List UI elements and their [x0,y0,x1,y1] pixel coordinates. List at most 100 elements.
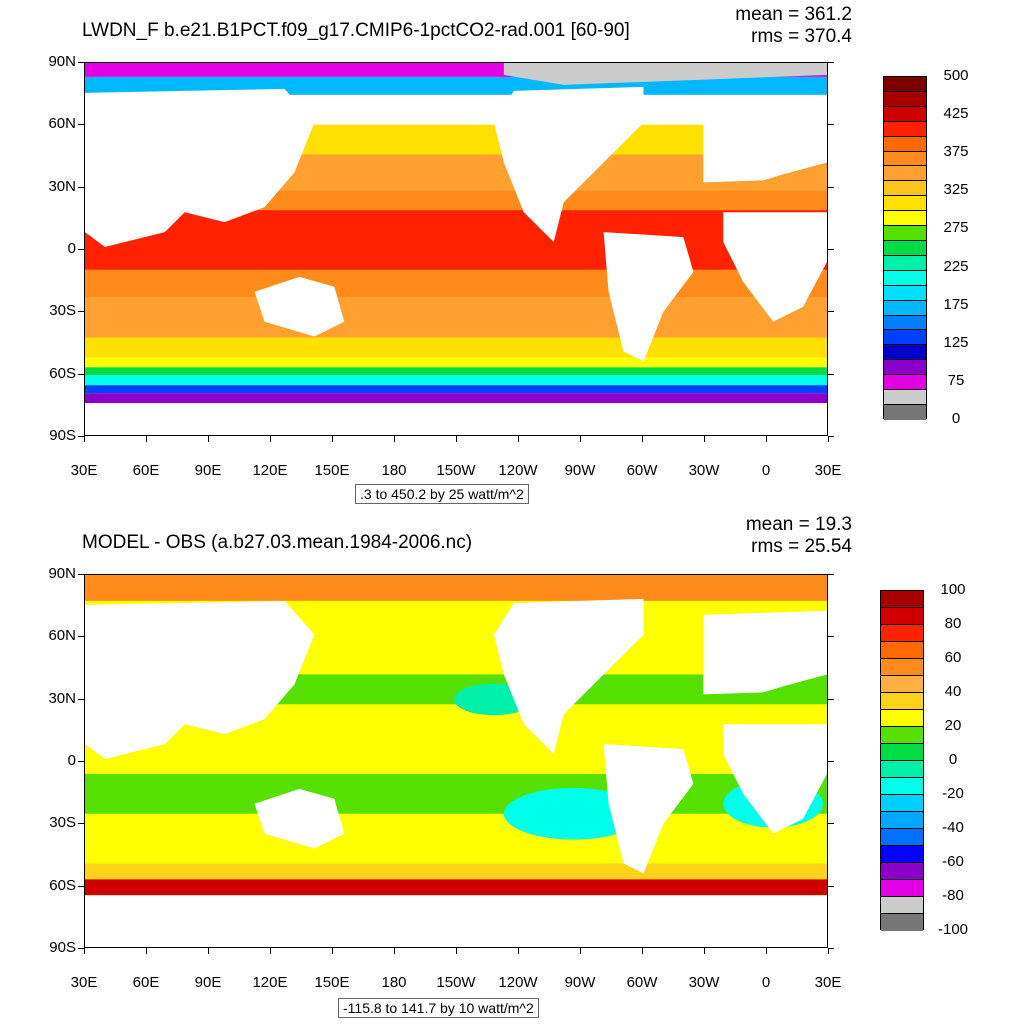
land-asia [85,600,315,760]
lon-tick-label: 150W [436,462,476,479]
lat-tick-label: 30N [48,689,76,707]
lon-tick-label: 60W [626,974,658,991]
band-tropics [85,210,827,270]
colorbar-swatch [881,863,923,880]
band-antarctica [85,895,827,947]
lat-tick [78,823,84,825]
map-field [85,575,827,947]
colorbar-label: 375 [943,143,969,161]
colorbar-label: 40 [944,683,962,700]
colorbar-label: 175 [943,295,969,313]
land-europe [703,98,827,183]
band-antarctica [85,403,827,435]
colorbar-swatch [884,106,926,122]
lon-tick [766,436,767,442]
panel-title: LWDN_F b.e21.B1PCT.f09_g17.CMIP6-1pctCO2… [82,20,630,41]
lon-tick [766,948,767,954]
lat-tick-label: 60N [48,115,76,133]
land-south-america [603,744,694,874]
colorbar-swatch [884,360,926,376]
lon-tick-label: 30W [688,974,720,991]
colorbar-swatch [884,77,926,92]
lat-tick [828,948,834,949]
lat-tick [78,373,84,375]
land-europe [703,610,827,695]
colorbar [883,76,927,420]
lon-tick-label: 150E [314,462,350,479]
lon-tick [332,948,333,954]
lon-tick-label: 150W [436,974,476,991]
colorbar-swatch [884,151,926,167]
lon-tick-label: 30E [814,974,842,991]
colorbar-swatch [884,315,926,331]
lat-tick [78,885,84,887]
band-ssub [85,269,827,298]
lon-tick-label: 90W [564,462,596,479]
lat-tick [828,761,834,762]
lon-tick-label: 90E [194,462,222,479]
lon-tick [704,948,705,954]
band-s1 [85,337,827,358]
lon-tick-label: 30E [70,974,98,991]
lon-tick [394,436,395,442]
lon-tick-label: 120E [252,462,288,479]
colorbar-swatch [881,727,923,744]
colorbar-swatch [881,676,923,693]
lon-tick-label: 180 [381,462,407,479]
lon-tick-label: 120W [498,974,538,991]
colorbar-swatch [884,166,926,182]
lat-tick-label: 30N [48,177,76,195]
mean-label: mean = 19.3 [745,514,852,535]
sea-ice [503,63,827,85]
lat-tick [78,948,84,949]
lon-tick [456,948,457,954]
colorbar-label: -40 [942,819,964,836]
range-label: .3 to 450.2 by 25 watt/m^2 [355,484,529,504]
lon-tick [828,436,829,442]
map-plot [84,574,828,948]
band-s-orange [85,863,827,880]
colorbar-swatch [884,181,926,197]
colorbar-label: 125 [943,333,969,351]
bottom-panel: MODEL - OBS (a.b27.03.mean.1984-2006.nc)… [0,512,1024,1024]
colorbar-swatch [881,642,923,659]
lat-tick [828,698,834,700]
lat-tick-label: 60S [49,876,76,894]
colorbar-label: 20 [944,717,962,734]
band-s-green [85,773,827,814]
colorbar [880,590,924,931]
colorbar-swatch [881,591,923,608]
land-asia [85,88,315,248]
colorbar-swatch [884,270,926,286]
colorbar-label: -80 [942,887,964,904]
lat-tick [828,124,834,126]
colorbar-swatch [884,226,926,241]
lon-tick [642,436,643,442]
lon-tick-label: 90W [564,974,596,991]
lat-tick-label: 90S [49,427,76,444]
lon-tick [270,436,271,442]
lat-tick [828,186,834,188]
lon-tick [580,948,581,954]
colorbar-label: -20 [942,785,964,802]
lon-tick-label: 60E [132,974,160,991]
colorbar-swatch [884,300,926,316]
colorbar-swatch [881,659,923,676]
land-australia [254,276,345,337]
lat-tick [78,761,84,762]
lon-tick [394,948,395,954]
lon-tick-label: 60E [132,462,160,479]
colorbar-swatch [881,625,923,642]
colorbar-swatch [884,121,926,137]
band-s2 [85,357,827,368]
colorbar-swatch [881,914,923,931]
band-s5 [85,385,827,394]
band-s3 [85,367,827,376]
colorbar-swatch [881,693,923,710]
lon-tick-label: 180 [381,974,407,991]
colorbar-swatch [884,404,926,420]
land-africa [723,724,827,834]
colorbar-swatch [881,744,923,761]
land-australia [254,788,345,849]
lat-tick [78,249,84,250]
